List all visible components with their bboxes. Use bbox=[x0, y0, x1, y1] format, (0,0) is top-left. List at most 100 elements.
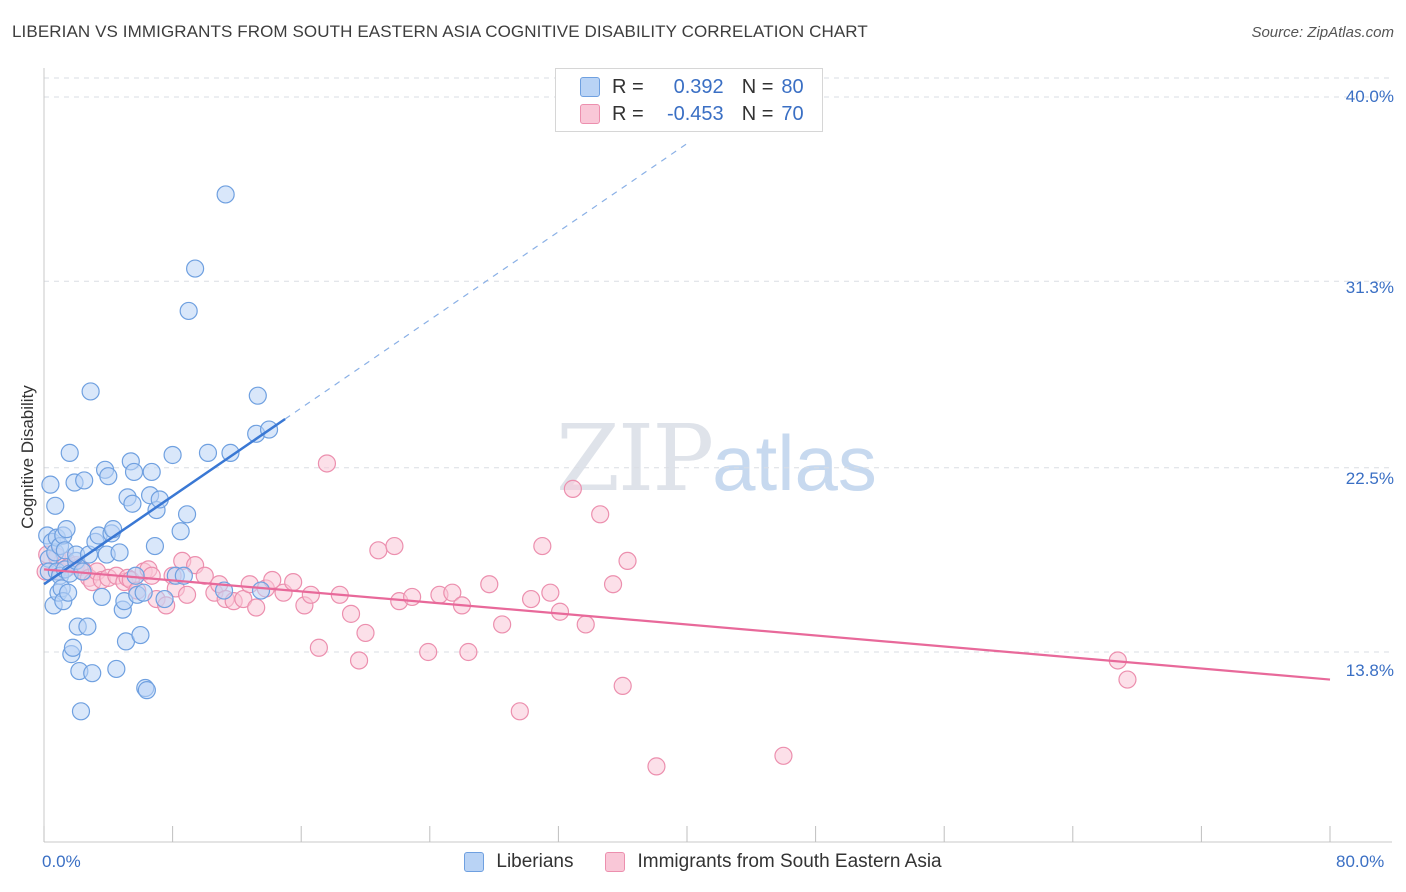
immigrant-point bbox=[480, 575, 499, 594]
immigrant-point bbox=[301, 585, 320, 604]
liberian-point bbox=[99, 467, 118, 486]
watermark: ZIPatlas bbox=[556, 405, 877, 512]
gridlines bbox=[44, 77, 1392, 653]
liberian-point bbox=[124, 462, 144, 482]
liberian-point bbox=[92, 587, 111, 607]
legend-n-label: N = bbox=[741, 75, 774, 98]
x-tick-label-max: 80.0% bbox=[1336, 852, 1385, 871]
immigrant-point bbox=[774, 746, 793, 765]
immigrant-point bbox=[541, 583, 560, 602]
legend-label-liberians: Liberians bbox=[496, 851, 574, 872]
chart-title: LIBERIAN VS IMMIGRANTS FROM SOUTH EASTER… bbox=[12, 22, 868, 41]
legend-r-label: R = bbox=[612, 75, 644, 98]
legend-swatch-pink bbox=[605, 852, 626, 872]
liberian-point bbox=[142, 462, 161, 482]
immigrant-point bbox=[618, 551, 637, 571]
legend-n-value: 80 bbox=[781, 75, 804, 98]
immigrant-point bbox=[591, 505, 610, 524]
immigrant-point bbox=[284, 572, 303, 592]
immigrant-point bbox=[550, 602, 570, 621]
x-tick-label-min: 0.0% bbox=[42, 852, 81, 871]
liberian-point bbox=[177, 505, 197, 524]
watermark-zip: ZIP bbox=[556, 405, 714, 512]
immigrant-point bbox=[419, 642, 438, 662]
liberian-point bbox=[41, 475, 60, 494]
liberian-point bbox=[83, 664, 102, 683]
legend-swatch-pink bbox=[580, 104, 600, 124]
immigrant-point bbox=[443, 583, 462, 602]
legend-n-value: 70 bbox=[781, 102, 804, 125]
liberian-point bbox=[221, 443, 240, 462]
series-points bbox=[36, 185, 1137, 776]
liberian-point bbox=[63, 638, 83, 657]
immigrant-point bbox=[247, 598, 266, 617]
legend-swatch-blue bbox=[580, 77, 600, 97]
watermark-atlas: atlas bbox=[712, 419, 877, 507]
immigrant-point bbox=[533, 536, 552, 556]
liberian-point bbox=[75, 471, 94, 490]
liberian-point bbox=[110, 543, 129, 562]
liberian-point bbox=[163, 445, 182, 465]
legend-r-value: -0.453 bbox=[666, 102, 724, 125]
liberian-point bbox=[214, 581, 234, 600]
legend-item-liberians[interactable]: Liberians bbox=[464, 851, 573, 873]
immigrant-point bbox=[603, 575, 623, 594]
liberian-point bbox=[251, 581, 271, 600]
legend-n-label: N = bbox=[741, 102, 774, 125]
liberian-point bbox=[46, 496, 65, 515]
legend-swatch-blue bbox=[464, 852, 485, 872]
series-legend: Liberians Immigrants from South Eastern … bbox=[0, 851, 1406, 873]
liberian-point bbox=[123, 494, 142, 513]
trend-lines bbox=[43, 143, 1331, 681]
correlation-legend: R = 0.392 N = 80 R = -0.453 N = 70 bbox=[555, 68, 823, 132]
liberian-point bbox=[248, 386, 267, 405]
immigrant-point bbox=[309, 638, 328, 657]
liberian-point bbox=[137, 681, 156, 700]
liberian-point bbox=[198, 443, 218, 462]
y-tick-label: 13.8% bbox=[1345, 661, 1394, 680]
liberian-point bbox=[107, 659, 126, 679]
source-label: Source: ZipAtlas.com bbox=[1251, 24, 1394, 41]
liberian-point bbox=[104, 520, 123, 539]
immigrant-point bbox=[1118, 670, 1137, 689]
liberian-point bbox=[216, 185, 235, 204]
liberian-point bbox=[60, 443, 79, 462]
immigrant-point bbox=[647, 757, 666, 776]
immigrant-point bbox=[563, 479, 582, 498]
liberian-trend-extension bbox=[284, 143, 688, 420]
immigrant-point bbox=[576, 615, 595, 634]
immigrant-point bbox=[510, 702, 529, 721]
liberian-point bbox=[57, 520, 76, 539]
legend-r-value: 0.392 bbox=[673, 75, 724, 98]
liberian-point bbox=[134, 583, 153, 602]
immigrant-point bbox=[349, 651, 369, 670]
immigrant-point bbox=[521, 589, 541, 609]
liberian-point bbox=[145, 536, 165, 556]
liberian-point bbox=[179, 301, 198, 321]
immigrant-point bbox=[403, 587, 422, 607]
immigrant-point bbox=[177, 585, 197, 604]
y-tick-label: 40.0% bbox=[1345, 87, 1394, 106]
immigrant-point bbox=[317, 454, 337, 473]
immigrant-point bbox=[385, 536, 404, 556]
liberian-point bbox=[59, 583, 78, 602]
immigrant-point bbox=[341, 604, 361, 623]
immigrant-trend-line bbox=[43, 568, 1331, 681]
immigrant-point bbox=[493, 615, 512, 634]
legend-label-immigrants: Immigrants from South Eastern Asia bbox=[637, 851, 942, 872]
immigrant-point bbox=[356, 623, 375, 643]
legend-row-liberians: R = 0.392 N = 80 bbox=[580, 74, 804, 100]
y-tick-label: 31.3% bbox=[1345, 278, 1394, 297]
liberian-point bbox=[186, 259, 205, 278]
immigrant-point bbox=[459, 642, 478, 662]
liberian-point bbox=[171, 522, 190, 541]
immigrant-point bbox=[142, 566, 161, 585]
immigrant-point bbox=[369, 541, 388, 560]
liberian-point bbox=[78, 617, 97, 636]
legend-item-immigrants[interactable]: Immigrants from South Eastern Asia bbox=[605, 851, 942, 873]
liberian-point bbox=[81, 382, 100, 401]
liberian-point bbox=[155, 589, 174, 609]
axes bbox=[43, 68, 1392, 843]
immigrant-point bbox=[613, 676, 632, 695]
